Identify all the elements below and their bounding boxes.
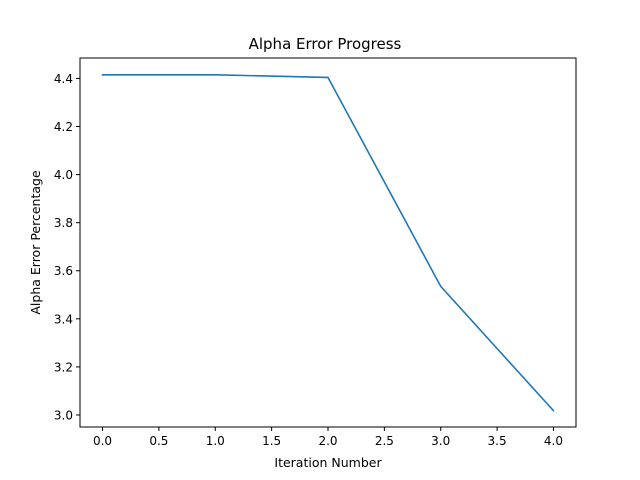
x-axis-label: Iteration Number	[274, 455, 382, 470]
y-tick-label: 4.2	[54, 120, 73, 134]
y-tick-label: 3.2	[54, 360, 73, 374]
y-tick-label: 3.4	[54, 312, 73, 326]
x-tick-label: 0.5	[149, 434, 168, 448]
x-tick-label: 3.5	[488, 434, 507, 448]
y-tick-label: 3.0	[54, 408, 73, 422]
series-group	[101, 74, 555, 412]
x-tick-label: 2.0	[318, 434, 337, 448]
x-tick-label: 3.0	[431, 434, 450, 448]
x-tick-label: 1.0	[206, 434, 225, 448]
y-tick-label: 4.4	[54, 72, 73, 86]
x-tick-label: 2.5	[375, 434, 394, 448]
chart-title: Alpha Error Progress	[249, 35, 402, 53]
x-tick-label: 0.0	[93, 434, 112, 448]
x-tick-label: 1.5	[262, 434, 281, 448]
y-axis-ticks: 3.0 3.2 3.4 3.6 3.8 4.0 4.2 4.4	[54, 72, 80, 422]
y-axis-label: Alpha Error Percentage	[28, 170, 43, 315]
series-line	[101, 74, 555, 412]
y-tick-label: 3.8	[54, 216, 73, 230]
x-tick-label: 4.0	[544, 434, 563, 448]
y-tick-label: 3.6	[54, 264, 73, 278]
y-tick-label: 4.0	[54, 168, 73, 182]
x-axis-ticks: 0.0 0.5 1.0 1.5 2.0 2.5 3.0 3.5 4.0	[93, 427, 563, 448]
